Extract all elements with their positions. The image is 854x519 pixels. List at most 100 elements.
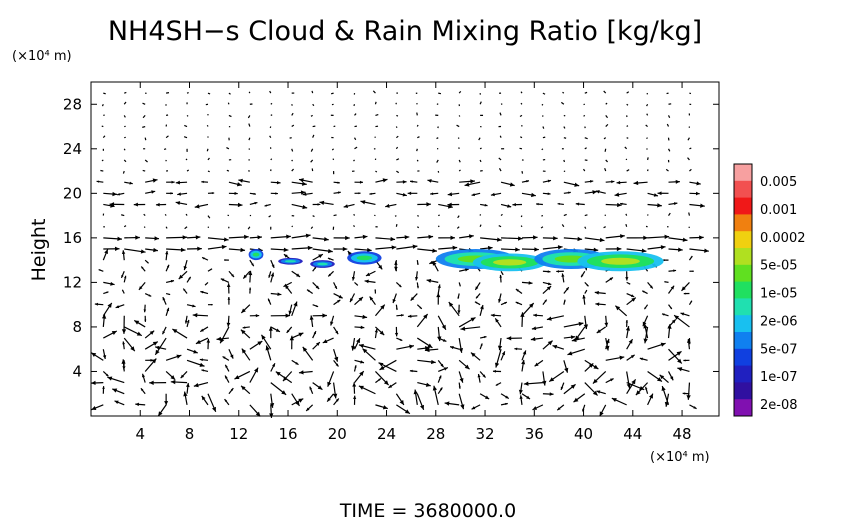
- wind-vector: [626, 103, 629, 106]
- colorbar-swatch: [734, 231, 752, 249]
- wind-vector-head: [241, 348, 247, 354]
- wind-vector-head: [533, 313, 537, 318]
- wind-vector-head: [200, 290, 204, 294]
- wind-vector-head: [681, 286, 686, 291]
- wind-vector-head: [338, 294, 343, 299]
- wind-vector: [604, 214, 607, 217]
- wind-vector-head: [444, 401, 450, 406]
- wind-vector-head: [688, 341, 691, 345]
- wind-vector-head: [394, 332, 399, 337]
- y-tick-label: 12: [63, 273, 82, 291]
- wind-vector-head: [575, 202, 580, 206]
- wind-vector-head: [296, 273, 301, 277]
- wind-vector-head: [611, 180, 615, 184]
- wind-vector: [416, 124, 419, 127]
- wind-vector-head: [575, 335, 580, 341]
- wind-vector-head: [337, 299, 341, 303]
- wind-vector-head: [271, 264, 275, 268]
- wind-vector-head: [552, 344, 558, 349]
- wind-vector: [142, 102, 146, 105]
- wind-vector-head: [589, 179, 594, 183]
- wind-vector: [101, 104, 104, 107]
- wind-vector-head: [643, 235, 648, 241]
- wind-vector-head: [518, 389, 523, 395]
- wind-vector-head: [568, 191, 571, 194]
- wind-vector-head: [458, 348, 464, 353]
- wind-vector-head: [244, 234, 249, 240]
- wind-vector-head: [382, 405, 388, 410]
- wind-vector: [207, 157, 210, 161]
- wind-vector-head: [402, 180, 407, 184]
- wind-vector-head: [360, 200, 366, 205]
- wind-vector-head: [610, 378, 614, 382]
- wind-vector: [563, 126, 566, 129]
- wind-vector-head: [563, 299, 566, 302]
- wind-vector-head: [155, 345, 160, 350]
- wind-vector: [123, 159, 127, 163]
- wind-vector-head: [162, 330, 166, 335]
- wind-vector: [646, 137, 648, 140]
- wind-vector: [520, 225, 523, 228]
- wind-vector: [332, 158, 335, 161]
- wind-vector-head: [94, 302, 99, 306]
- wind-vector-head: [464, 268, 469, 272]
- wind-vector-head: [351, 345, 356, 351]
- wind-vector-head: [471, 193, 475, 197]
- wind-vector-head: [378, 362, 384, 367]
- wind-vector-head: [221, 244, 227, 250]
- wind-vector-head: [253, 192, 256, 195]
- wind-vector-head: [255, 411, 261, 417]
- wind-vector: [142, 115, 146, 119]
- wind-vector-head: [313, 331, 316, 335]
- y-tick-label: 8: [72, 318, 82, 336]
- wind-vector-head: [657, 191, 662, 196]
- wind-vector-head: [430, 359, 436, 365]
- wind-vector-head: [166, 307, 170, 312]
- wind-vector-head: [675, 179, 680, 184]
- wind-vector-head: [257, 235, 262, 240]
- wind-vector-head: [704, 248, 709, 253]
- wind-vector-head: [616, 180, 621, 185]
- wind-vector-head: [474, 301, 478, 304]
- wind-vector-head: [309, 386, 313, 390]
- wind-vector-head: [669, 376, 674, 381]
- wind-vector-head: [586, 284, 589, 287]
- wind-vector-head: [369, 296, 374, 301]
- wind-vector-head: [176, 354, 182, 359]
- colorbar-frame: [733, 163, 753, 417]
- wind-vector-head: [547, 192, 551, 196]
- wind-vector: [689, 147, 692, 150]
- wind-vector-head: [690, 255, 693, 258]
- wind-vector: [499, 112, 502, 116]
- wind-vector: [353, 104, 356, 107]
- x-tick-label: 12: [229, 425, 248, 443]
- wind-vector-head: [458, 386, 461, 389]
- wind-vector-head: [248, 270, 253, 276]
- wind-vector-head: [141, 266, 144, 269]
- wind-vector-head: [257, 341, 263, 346]
- wind-vector: [542, 136, 546, 139]
- wind-vector: [184, 124, 188, 128]
- wind-vector: [310, 159, 314, 163]
- wind-vector-head: [365, 272, 371, 276]
- wind-vector-head: [378, 264, 383, 270]
- wind-vector-head: [402, 192, 407, 197]
- wind-vector-head: [487, 245, 493, 251]
- wind-vector-head: [678, 247, 683, 252]
- wind-vector-head: [276, 180, 281, 185]
- wind-vector-head: [122, 366, 126, 370]
- wind-vector-head: [663, 259, 665, 262]
- wind-vector: [312, 103, 315, 107]
- wind-vector-head: [514, 347, 518, 351]
- wind-vector-head: [522, 350, 527, 355]
- wind-vector-head: [268, 298, 271, 302]
- wind-vector-head: [102, 386, 105, 389]
- colorbar-label: 0.0002: [760, 231, 806, 246]
- wind-vector-head: [91, 352, 97, 357]
- wind-vector: [563, 114, 566, 117]
- wind-vector-head: [302, 192, 307, 196]
- wind-vector: [353, 213, 356, 216]
- wind-vector-head: [335, 330, 339, 335]
- wind-vector: [626, 137, 629, 139]
- wind-vector-head: [536, 202, 539, 206]
